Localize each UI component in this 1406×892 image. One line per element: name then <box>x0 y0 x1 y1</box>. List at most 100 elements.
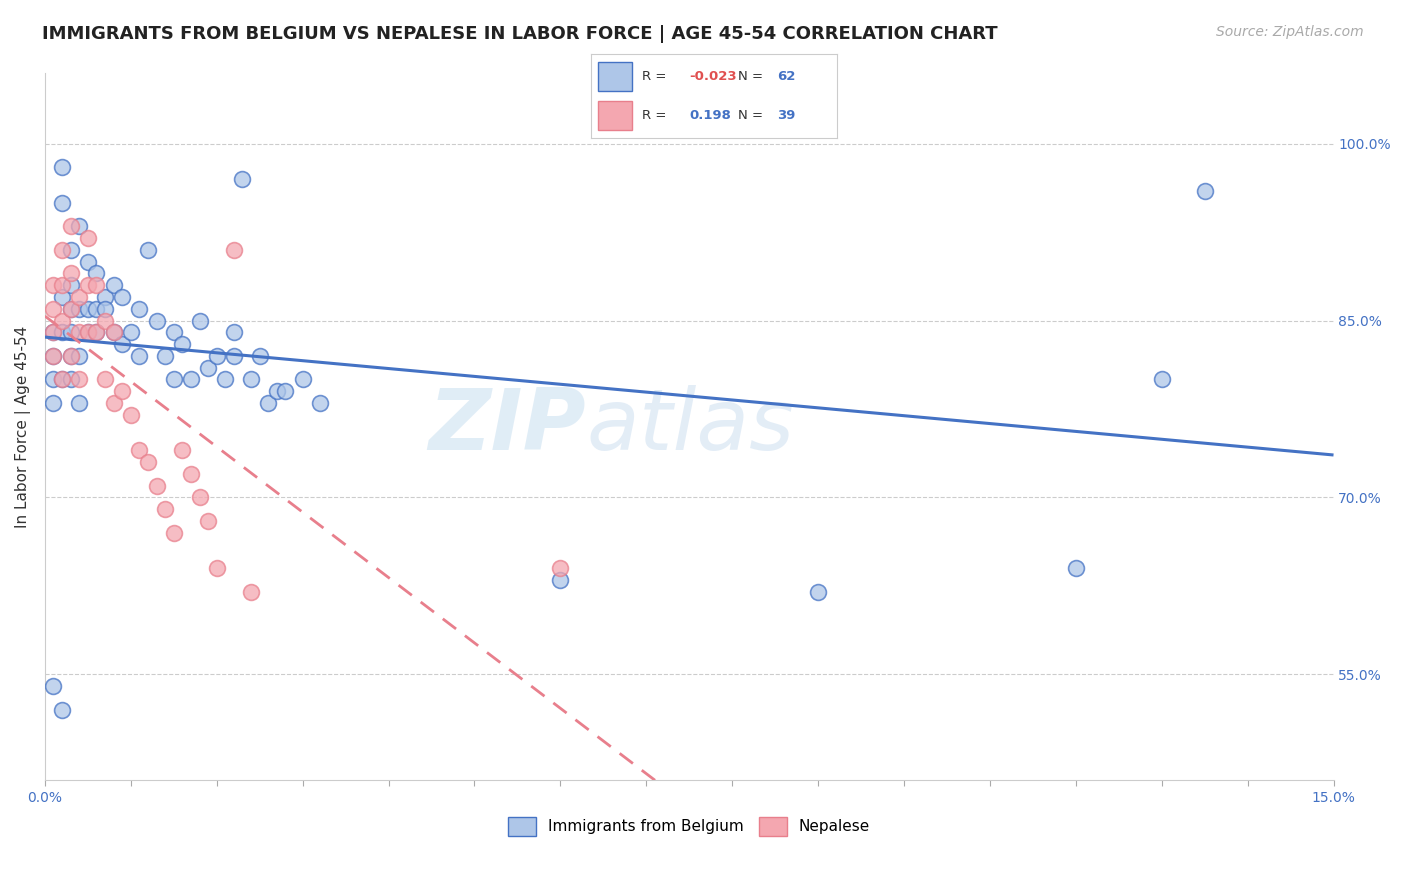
Point <box>550 561 572 575</box>
Point <box>67 326 90 340</box>
Point <box>120 408 142 422</box>
Point <box>51 313 73 327</box>
Point <box>197 514 219 528</box>
Point <box>86 266 108 280</box>
Point <box>67 219 90 234</box>
Point <box>51 195 73 210</box>
Point <box>42 372 65 386</box>
Point <box>42 301 65 316</box>
Point <box>51 243 73 257</box>
Point <box>59 349 82 363</box>
Point <box>59 349 82 363</box>
Point <box>103 396 125 410</box>
Point <box>94 372 117 386</box>
Text: N =: N = <box>738 70 768 83</box>
Point <box>205 561 228 575</box>
Point <box>205 349 228 363</box>
Point <box>51 372 73 386</box>
Point <box>51 161 73 175</box>
Point <box>59 278 82 293</box>
Point <box>128 443 150 458</box>
Point <box>111 337 134 351</box>
Text: 0.198: 0.198 <box>689 109 731 122</box>
Point <box>180 467 202 481</box>
Point <box>42 679 65 693</box>
Text: -0.023: -0.023 <box>689 70 737 83</box>
Point <box>1194 184 1216 198</box>
Point <box>59 301 82 316</box>
Point <box>76 301 98 316</box>
Point <box>163 326 186 340</box>
Point <box>172 337 194 351</box>
Point <box>308 396 330 410</box>
Point <box>59 326 82 340</box>
Point <box>222 326 245 340</box>
Point <box>59 266 82 280</box>
Point <box>145 313 167 327</box>
Point <box>86 278 108 293</box>
Point <box>145 478 167 492</box>
Text: 62: 62 <box>778 70 796 83</box>
Point <box>197 360 219 375</box>
Point <box>42 326 65 340</box>
Point <box>163 525 186 540</box>
Legend: Immigrants from Belgium, Nepalese: Immigrants from Belgium, Nepalese <box>501 809 877 843</box>
Point <box>111 384 134 399</box>
Point <box>51 702 73 716</box>
Text: atlas: atlas <box>586 385 794 468</box>
Point <box>188 313 211 327</box>
Point <box>42 278 65 293</box>
Point <box>51 278 73 293</box>
Point <box>67 349 90 363</box>
Point <box>42 349 65 363</box>
Point <box>59 219 82 234</box>
Point <box>807 584 830 599</box>
Point <box>163 372 186 386</box>
Point <box>42 396 65 410</box>
Point <box>51 326 73 340</box>
Point <box>76 326 98 340</box>
Point <box>291 372 314 386</box>
Point <box>136 455 159 469</box>
FancyBboxPatch shape <box>598 62 633 91</box>
Point <box>1150 372 1173 386</box>
Point <box>172 443 194 458</box>
Point <box>86 326 108 340</box>
Point <box>180 372 202 386</box>
Point <box>240 372 263 386</box>
Point <box>76 254 98 268</box>
Text: N =: N = <box>738 109 768 122</box>
Point <box>153 502 176 516</box>
Point <box>128 301 150 316</box>
Point <box>1064 561 1087 575</box>
Point <box>103 326 125 340</box>
Point <box>222 349 245 363</box>
Point <box>42 349 65 363</box>
Point <box>51 290 73 304</box>
Point <box>59 301 82 316</box>
Point <box>42 326 65 340</box>
Point <box>240 584 263 599</box>
FancyBboxPatch shape <box>598 101 633 130</box>
Text: R =: R = <box>643 109 671 122</box>
Point <box>266 384 288 399</box>
Point <box>59 243 82 257</box>
Point <box>111 290 134 304</box>
Point <box>257 396 280 410</box>
Point <box>249 349 271 363</box>
Point <box>103 278 125 293</box>
Point <box>214 372 236 386</box>
Point <box>120 326 142 340</box>
Point <box>550 573 572 587</box>
Point <box>76 326 98 340</box>
Point <box>188 491 211 505</box>
Point <box>67 290 90 304</box>
Point <box>94 301 117 316</box>
Point <box>94 290 117 304</box>
Point <box>153 349 176 363</box>
Y-axis label: In Labor Force | Age 45-54: In Labor Force | Age 45-54 <box>15 326 31 528</box>
Point <box>76 231 98 245</box>
Point <box>59 372 82 386</box>
Text: R =: R = <box>643 70 671 83</box>
Point <box>94 313 117 327</box>
